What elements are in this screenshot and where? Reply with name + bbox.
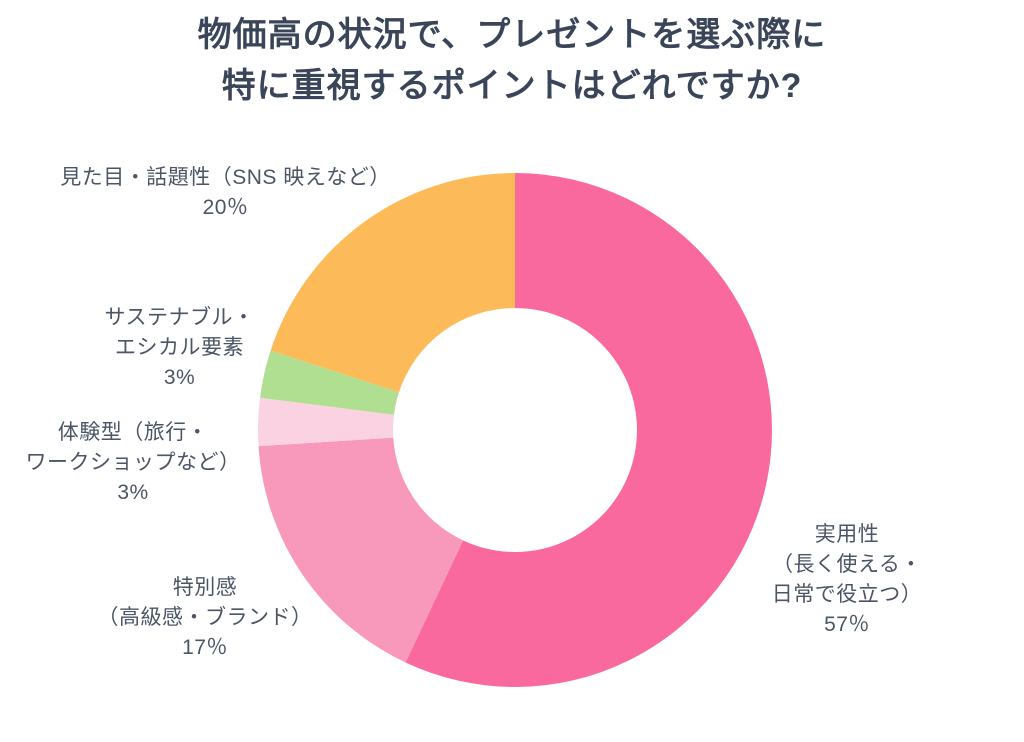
chart-title-line-1: 物価高の状況で、プレゼントを選ぶ際に: [197, 16, 827, 54]
slice-label-line: （高級感・ブランド）: [97, 606, 313, 629]
donut-segments: [258, 173, 772, 688]
pie-segment-3: [260, 350, 399, 415]
slice-label-line: サステナブル・: [104, 306, 255, 329]
pie-segment-2: [258, 397, 394, 447]
slice-label-percent: 57％: [824, 613, 870, 636]
slice-label-line: 特別感: [172, 576, 238, 599]
slice-label-line: ワークショップなど）: [25, 451, 241, 474]
slice-label-special: 特別感 （高級感・ブランド） 17％: [85, 573, 325, 663]
slice-label-line: 日常で役立つ）: [771, 583, 923, 606]
slice-label-experience: 体験型（旅行・ ワークショップなど） 3%: [8, 418, 258, 508]
slice-label-line: エシカル要素: [115, 336, 244, 359]
slice-label-appearance: 見た目・話題性（SNS 映えなど） 20％: [38, 163, 413, 223]
slice-label-line: 体験型（旅行・: [57, 421, 209, 444]
slice-label-percent: 3%: [163, 366, 196, 389]
slice-label-percent: 3%: [117, 481, 149, 504]
slice-label-practicality: 実用性 （長く使える・ 日常で役立つ） 57％: [738, 520, 956, 640]
slice-label-line: 見た目・話題性（SNS 映えなど）: [60, 166, 391, 189]
pie-segment-1: [258, 437, 464, 663]
slice-label-line: （長く使える・: [772, 553, 922, 576]
slice-label-sustainable: サステナブル・ エシカル要素 3%: [72, 303, 287, 393]
pie-segment-4: [270, 173, 515, 393]
pie-segment-0: [405, 173, 772, 688]
slice-label-line: 実用性: [814, 523, 880, 546]
chart-title-line-2: 特に重視するポイントはどれですか?: [221, 67, 803, 105]
slice-label-percent: 20％: [202, 196, 249, 219]
slice-label-percent: 17％: [182, 636, 228, 659]
chart-title: 物価高の状況で、プレゼントを選ぶ際に 特に重視するポイントはどれですか?: [0, 10, 1024, 112]
